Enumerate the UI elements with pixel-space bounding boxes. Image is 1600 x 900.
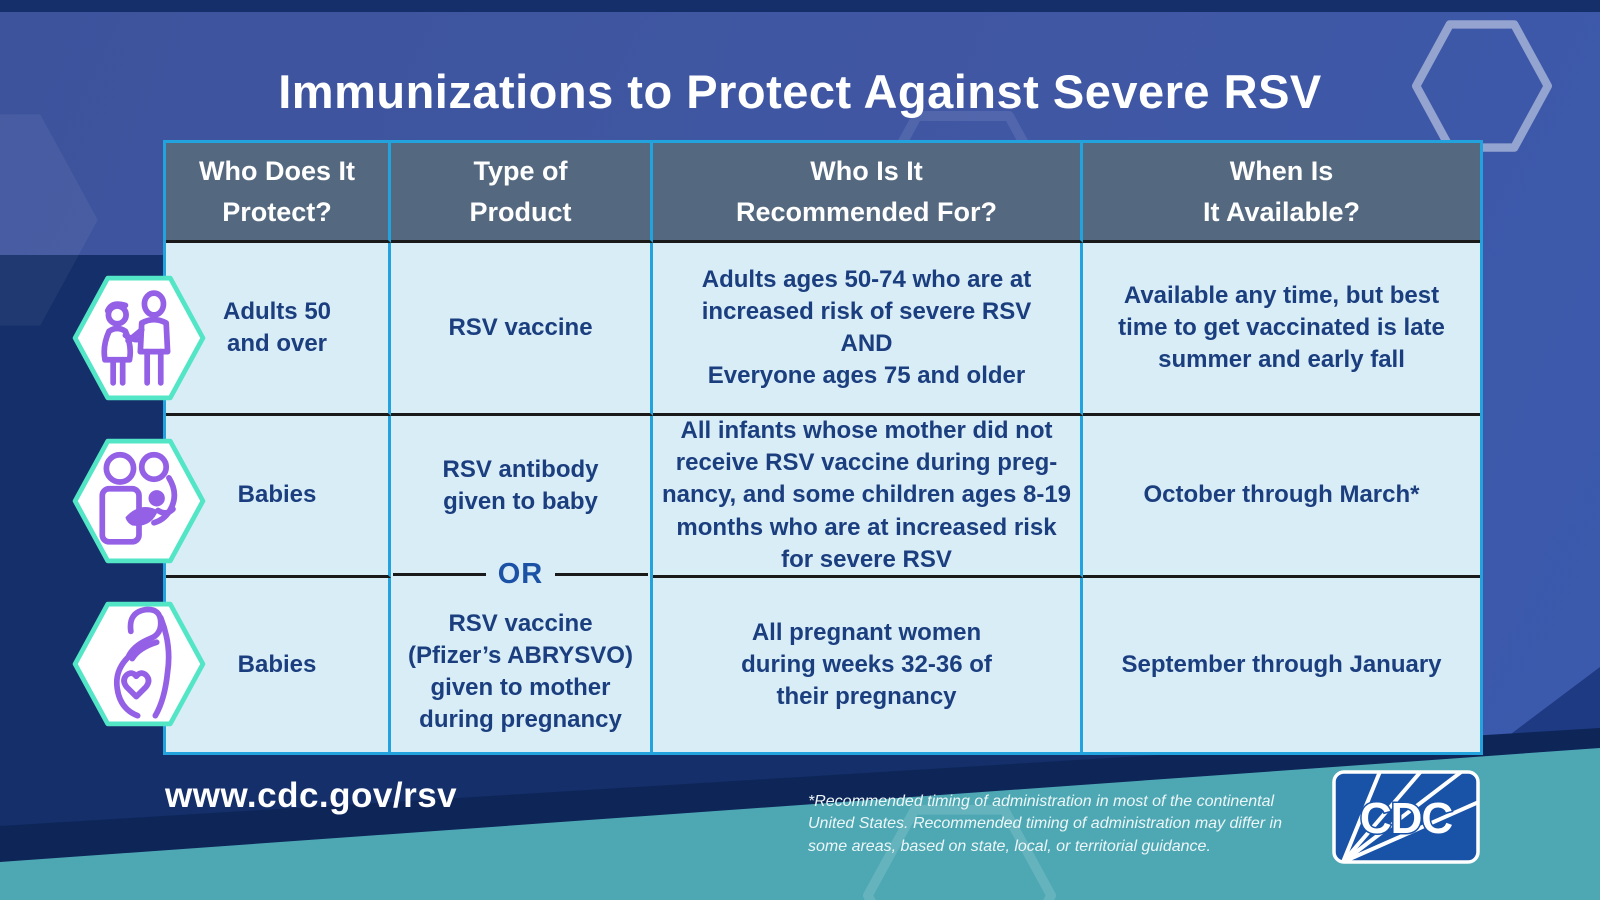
- cell-recommended-row1: Adults ages 50-74 who are at increased r…: [653, 243, 1083, 416]
- cell-available-row3: September through January: [1121, 650, 1442, 678]
- or-divider-line: [393, 572, 486, 576]
- cdc-url-link[interactable]: www.cdc.gov/rsv: [165, 776, 458, 815]
- col-header-recommended-for: Who Is It Recommended For?: [653, 143, 1083, 243]
- cell-available-row1: Available any time, but best time to get…: [1083, 243, 1480, 416]
- cell-product-row3: RSV vaccine (Pfizer’s ABRYSVO) given to …: [408, 609, 633, 734]
- or-divider: OR: [391, 556, 650, 592]
- or-divider-line: [555, 572, 648, 576]
- cell-product-row2: RSV antibody given to baby: [442, 455, 599, 515]
- cell-product-row1: RSV vaccine: [391, 243, 653, 416]
- or-label: OR: [497, 557, 544, 590]
- rsv-immunization-table: Who Does It Protect? Type of Product Who…: [163, 140, 1483, 755]
- cdc-logo-rays: [1341, 772, 1478, 862]
- cell-recommended-row3: All pregnant women during weeks 32-36 of…: [653, 578, 1083, 752]
- cell-available-row2: October through March*: [1083, 416, 1480, 578]
- page-title: Immunizations to Protect Against Severe …: [278, 65, 1322, 118]
- col-header-product-type: Type of Product: [391, 143, 653, 243]
- cell-who-row1: Adults 50 and over: [166, 243, 391, 416]
- cdc-logo: CDC: [1332, 770, 1480, 864]
- cdc-logo-text: CDC: [1360, 794, 1453, 843]
- top-navy-strip: [0, 0, 1600, 12]
- footnote-text: *Recommended timing of administration in…: [808, 793, 1282, 855]
- cell-recommended-row2: All infants whose mother did not receive…: [653, 416, 1083, 578]
- col-header-who-protects: Who Does It Protect?: [166, 143, 391, 243]
- older-adults-icon: [69, 270, 209, 406]
- cell-who-row2: Babies: [166, 416, 391, 578]
- pregnant-woman-icon: [69, 596, 209, 732]
- parents-baby-icon: [69, 433, 209, 569]
- col-header-when-available: When Is It Available?: [1083, 143, 1480, 243]
- cell-product-rows2-3: RSV antibody given to baby OR RSV vaccin…: [391, 416, 653, 752]
- cell-who-row3: Babies: [166, 578, 391, 752]
